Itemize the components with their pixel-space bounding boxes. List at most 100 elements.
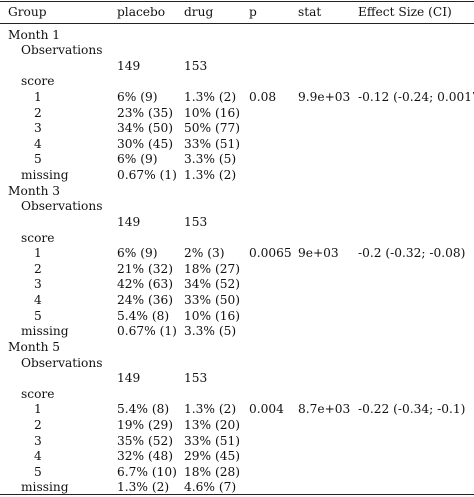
header-p: p [249, 5, 257, 19]
drug-cell: 4.6% (7) [184, 480, 237, 495]
placebo-cell: 0.67% (1) [117, 324, 177, 339]
header-rule [0, 23, 474, 24]
placebo-cell: 149 [117, 371, 141, 386]
group-cell: missing [21, 168, 69, 183]
bottom-rule [0, 494, 474, 496]
stat-cell: 9e+03 [298, 246, 339, 261]
table-row: 1 6% (9) 1.3% (2) 0.08 9.9e+03 -0.12 (-0.24; … [0, 90, 474, 106]
placebo-cell: 42% (63) [117, 277, 173, 292]
group-cell: 4 [34, 293, 42, 308]
table-row: 5 6% (9) 3.3% (5) [0, 152, 474, 168]
group-cell: 4 [34, 449, 42, 464]
table-row: score [0, 74, 474, 90]
placebo-cell: 19% (29) [117, 418, 173, 432]
drug-cell: 33% (51) [184, 136, 240, 151]
placebo-cell: 6% (9) [117, 89, 158, 104]
table-row: 149 153 [0, 371, 474, 387]
placebo-cell: 5.4% (8) [117, 402, 170, 417]
group-cell: 2 [34, 418, 42, 432]
group-cell: 5 [34, 464, 42, 479]
table-row: Month 3 [0, 184, 474, 200]
placebo-cell: 6% (9) [117, 246, 158, 261]
table-row: 1 5.4% (8) 1.3% (2) 0.004 8.7e+03 -0.22 (-0.3… [0, 402, 474, 418]
header-group: Group [8, 5, 47, 19]
group-cell: 5 [34, 308, 42, 323]
table-row: 2 19% (29) 13% (20) [0, 418, 474, 434]
table-row: score [0, 231, 474, 247]
drug-cell: 3.3% (5) [184, 152, 237, 167]
group-cell: Month 3 [8, 183, 61, 198]
drug-cell: 13% (20) [184, 418, 240, 432]
table-row: 5 5.4% (8) 10% (16) [0, 309, 474, 325]
table-row: 149 153 [0, 59, 474, 75]
group-cell: 3 [34, 433, 42, 448]
drug-cell: 33% (51) [184, 433, 240, 448]
p-cell: 0.0065 [249, 246, 292, 261]
table-row: score [0, 387, 474, 403]
placebo-cell: 24% (36) [117, 293, 173, 308]
drug-cell: 29% (45) [184, 449, 240, 464]
table-row: 4 24% (36) 33% (50) [0, 293, 474, 309]
header-row: Group placebo drug p stat Effect Size (C… [0, 5, 474, 21]
p-cell: 0.004 [249, 402, 284, 417]
effect-size-cell: -0.22 (-0.34; -0.1) [358, 402, 466, 417]
table-row: Month 1 [0, 28, 474, 44]
placebo-cell: 23% (35) [117, 105, 173, 120]
drug-cell: 2% (3) [184, 246, 225, 261]
drug-cell: 153 [184, 371, 208, 386]
drug-cell: 18% (28) [184, 464, 240, 479]
group-cell: 2 [34, 261, 42, 276]
header-drug: drug [184, 5, 214, 19]
placebo-cell: 0.67% (1) [117, 168, 177, 183]
drug-cell: 1.3% (2) [184, 402, 237, 417]
group-cell: score [21, 230, 55, 245]
header-placebo: placebo [117, 5, 166, 19]
placebo-cell: 21% (32) [117, 261, 173, 276]
group-cell: Month 5 [8, 339, 61, 354]
placebo-cell: 32% (48) [117, 449, 173, 464]
drug-cell: 1.3% (2) [184, 168, 237, 183]
group-cell: 2 [34, 105, 42, 120]
p-cell: 0.08 [249, 89, 277, 104]
table-row: 149 153 [0, 215, 474, 231]
drug-cell: 50% (77) [184, 121, 240, 136]
table-row: Observations [0, 199, 474, 215]
group-cell: missing [21, 480, 69, 495]
drug-cell: 33% (50) [184, 293, 240, 308]
table-row: 3 35% (52) 33% (51) [0, 434, 474, 450]
drug-cell: 153 [184, 214, 208, 229]
table-row: Observations [0, 356, 474, 372]
top-rule [0, 1, 474, 3]
table-row: 4 30% (45) 33% (51) [0, 137, 474, 153]
group-cell: 1 [34, 89, 42, 104]
table-row: missing 0.67% (1) 1.3% (2) [0, 168, 474, 184]
table-row: Observations [0, 43, 474, 59]
table-row: 2 23% (35) 10% (16) [0, 106, 474, 122]
group-cell: 5 [34, 152, 42, 167]
placebo-cell: 30% (45) [117, 136, 173, 151]
placebo-cell: 6.7% (10) [117, 464, 177, 479]
group-cell: Observations [21, 43, 103, 58]
group-cell: 1 [34, 402, 42, 417]
drug-cell: 1.3% (2) [184, 89, 237, 104]
group-cell: 1 [34, 246, 42, 261]
drug-cell: 10% (16) [184, 308, 240, 323]
drug-cell: 10% (16) [184, 105, 240, 120]
effect-size-cell: -0.2 (-0.32; -0.08) [358, 246, 466, 261]
placebo-cell: 6% (9) [117, 152, 158, 167]
placebo-cell: 149 [117, 214, 141, 229]
effect-size-cell: -0.12 (-0.24; 0.0017) [358, 89, 474, 104]
header-stat: stat [298, 5, 322, 19]
group-cell: Observations [21, 199, 103, 214]
drug-cell: 153 [184, 58, 208, 73]
placebo-cell: 35% (52) [117, 433, 173, 448]
group-cell: Month 1 [8, 27, 61, 42]
drug-cell: 18% (27) [184, 261, 240, 276]
table-row: 1 6% (9) 2% (3) 0.0065 9e+03 -0.2 (-0.32; -0.… [0, 246, 474, 262]
table-row: missing 0.67% (1) 3.3% (5) [0, 324, 474, 340]
stat-cell: 9.9e+03 [298, 89, 351, 104]
placebo-cell: 1.3% (2) [117, 480, 170, 495]
placebo-cell: 5.4% (8) [117, 308, 170, 323]
header-effect-size: Effect Size (CI) [358, 5, 452, 19]
